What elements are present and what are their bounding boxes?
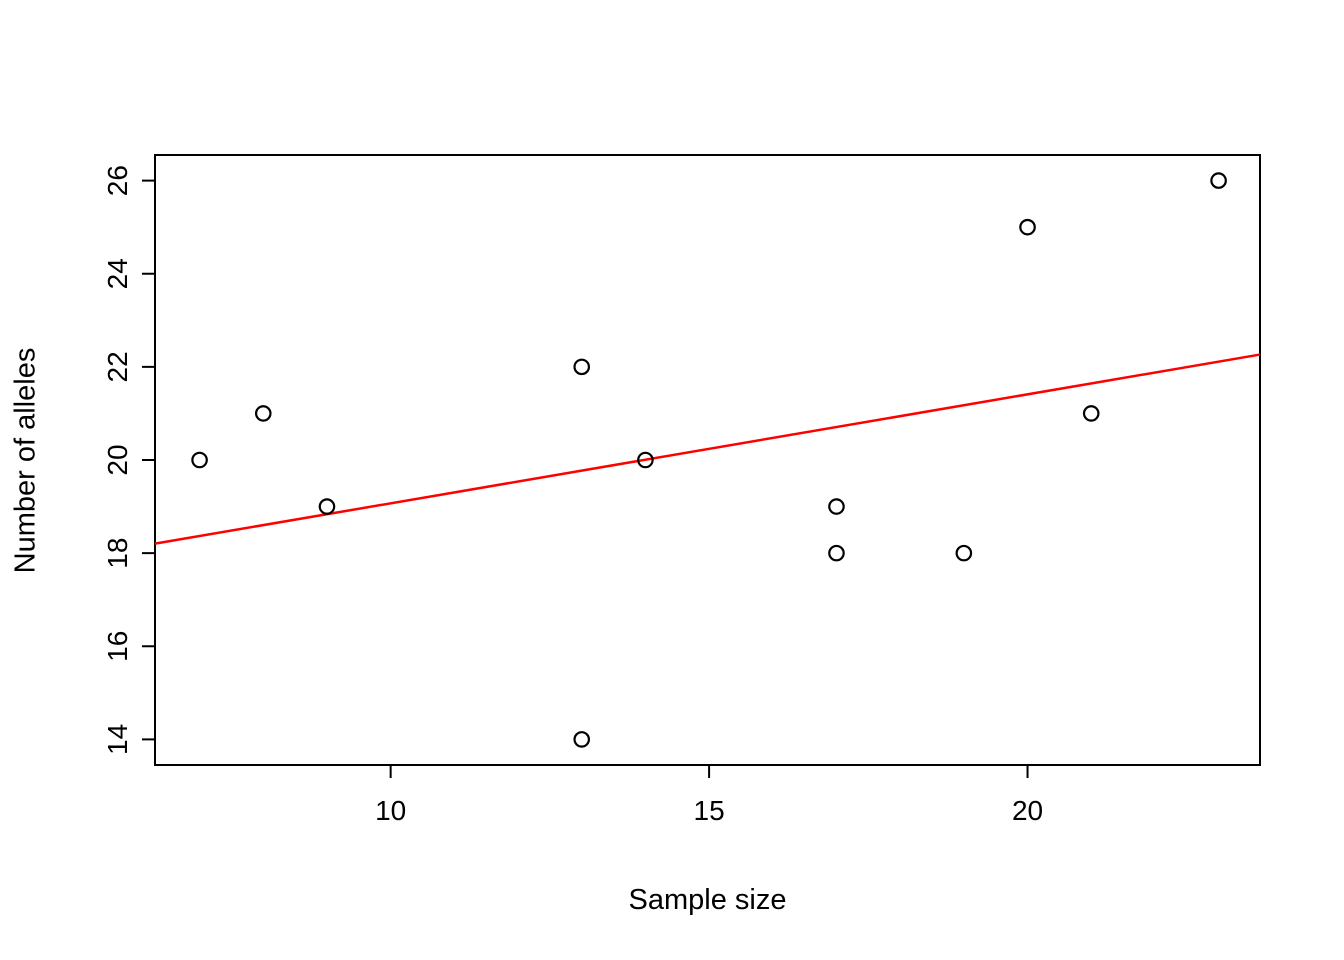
- data-point: [254, 405, 272, 422]
- y-tick-label: 20: [102, 444, 133, 475]
- data-point: [1019, 218, 1036, 236]
- data-point: [573, 731, 591, 748]
- x-axis-title: Sample size: [628, 884, 787, 916]
- data-point: [828, 544, 845, 562]
- y-tick-label: 14: [102, 724, 133, 755]
- data-point: [1210, 172, 1227, 189]
- x-tick-label: 20: [1012, 795, 1043, 826]
- data-point: [318, 498, 336, 515]
- y-axis-title: Number of alleles: [9, 347, 42, 573]
- regression-line: [154, 353, 1261, 545]
- data-point: [637, 451, 654, 469]
- y-axis-title-wrap: Number of alleles: [4, 155, 48, 765]
- y-tick-label: 22: [102, 351, 133, 382]
- x-tick-label: 15: [694, 795, 725, 826]
- data-point: [828, 498, 845, 515]
- y-tick-label: 18: [102, 538, 133, 569]
- data-point: [573, 358, 591, 376]
- plot-border: [154, 154, 1261, 766]
- data-point: [191, 451, 208, 469]
- y-tick-label: 26: [102, 165, 133, 196]
- y-tick-label: 24: [102, 258, 133, 289]
- data-point: [955, 544, 973, 562]
- data-point: [1082, 405, 1100, 422]
- x-tick-label: 10: [375, 795, 406, 826]
- y-tick-label: 16: [102, 631, 133, 662]
